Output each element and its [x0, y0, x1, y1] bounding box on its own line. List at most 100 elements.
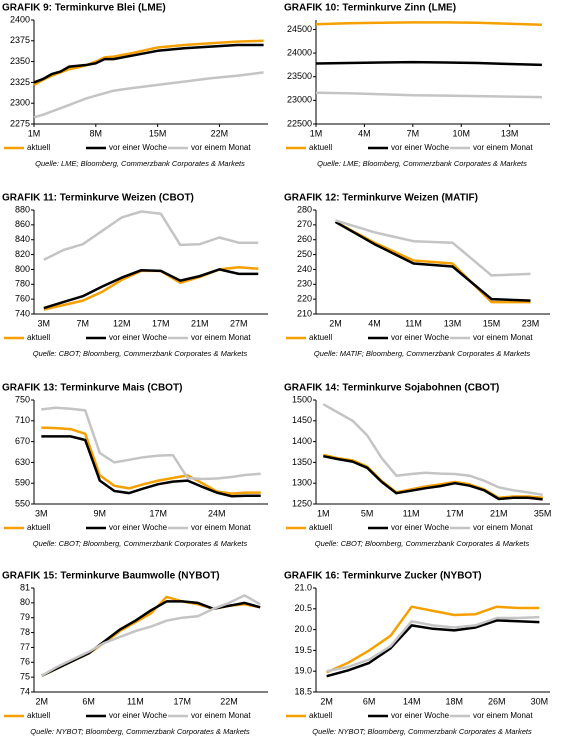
series-line: [335, 219, 531, 277]
x-tick-label: 17M: [446, 508, 464, 518]
y-tick-label: 2300: [10, 98, 30, 108]
x-tick-label: 23M: [522, 318, 540, 328]
y-tick-label: 2275: [10, 118, 30, 128]
y-tick-label: 780: [15, 279, 30, 289]
series-line: [41, 600, 261, 677]
x-tick-label: 11M: [127, 696, 144, 706]
y-tick-label: 2400: [10, 14, 30, 24]
x-tick-label: 2M: [329, 318, 342, 328]
legend-label: vor einem Monat: [473, 333, 533, 342]
y-tick-label: 740: [15, 308, 30, 318]
y-tick-label: 840: [15, 234, 30, 244]
series-line: [41, 435, 261, 498]
series-line: [41, 426, 261, 495]
series-line: [315, 91, 542, 99]
legend-label: vor einem Monat: [473, 711, 533, 720]
x-tick-label: 14M: [403, 696, 421, 706]
chart-title: GRAFIK 13: Terminkurve Mais (CBOT): [2, 383, 182, 394]
x-tick-label: 12M: [113, 318, 131, 328]
y-tick-label: 860: [15, 219, 30, 229]
y-tick-label: 1300: [292, 478, 312, 488]
y-tick-label: 19.5: [294, 645, 312, 655]
legend-label: vor einem Monat: [191, 333, 251, 342]
y-tick-label: 750: [15, 394, 30, 404]
y-tick-label: 81: [20, 582, 30, 592]
legend-label: vor einer Woche: [391, 711, 450, 720]
series-line: [33, 39, 264, 86]
x-tick-label: 17M: [150, 508, 168, 518]
y-tick-label: 550: [15, 498, 30, 508]
x-tick-label: 13M: [444, 318, 462, 328]
y-tick-label: 2350: [10, 56, 30, 66]
y-tick-label: 2375: [10, 35, 30, 45]
x-tick-label: 6M: [82, 696, 95, 706]
legend-label: aktuell: [309, 523, 332, 532]
chart-title: GRAFIK 12: Terminkurve Weizen (MATIF): [284, 193, 478, 204]
x-tick-label: 3M: [35, 508, 48, 518]
y-tick-label: 760: [15, 294, 30, 304]
series-line: [43, 268, 259, 310]
x-tick-label: 30M: [531, 696, 549, 706]
x-tick-label: 7M: [407, 128, 420, 138]
legend-label: vor einer Woche: [391, 523, 450, 532]
x-tick-label: 7M: [76, 318, 89, 328]
series-line: [326, 615, 540, 673]
source-note: Quelle: LME; Bloomberg, Commerzbank Corp…: [35, 159, 245, 168]
x-tick-label: 4M: [368, 318, 381, 328]
x-tick-label: 15M: [149, 128, 167, 138]
chart-title: GRAFIK 10: Terminkurve Zinn (LME): [284, 3, 456, 14]
legend-label: vor einem Monat: [191, 523, 251, 532]
y-tick-label: 74: [20, 686, 30, 696]
y-tick-label: 21.0: [294, 582, 312, 592]
y-tick-label: 630: [15, 457, 30, 467]
x-tick-label: 6M: [363, 696, 376, 706]
x-tick-label: 11M: [403, 508, 420, 518]
x-tick-label: 1M: [317, 508, 330, 518]
series-line: [43, 210, 259, 261]
chart-title: GRAFIK 11: Terminkurve Weizen (CBOT): [2, 193, 194, 204]
legend-label: vor einem Monat: [473, 523, 533, 532]
y-tick-label: 820: [15, 249, 30, 259]
legend-label: vor einer Woche: [109, 711, 168, 720]
y-tick-label: 75: [20, 672, 30, 682]
series-line: [33, 71, 264, 119]
y-tick-label: 260: [297, 234, 312, 244]
x-tick-label: 1M: [28, 128, 41, 138]
legend-label: vor einem Monat: [473, 143, 533, 152]
y-tick-label: 24500: [287, 24, 312, 34]
legend-label: vor einer Woche: [391, 333, 450, 342]
x-tick-label: 22M: [220, 696, 238, 706]
x-tick-label: 22M: [211, 128, 229, 138]
legend-label: vor einem Monat: [191, 711, 251, 720]
legend-label: vor einer Woche: [109, 523, 168, 532]
y-tick-label: 20.5: [294, 603, 312, 613]
x-tick-label: 18M: [446, 696, 464, 706]
y-tick-label: 210: [297, 308, 312, 318]
series-line: [43, 265, 259, 311]
source-note: Quelle: NYBOT; Bloomberg, Commerzbank Co…: [312, 727, 532, 736]
x-tick-label: 24M: [208, 508, 226, 518]
source-note: Quelle: CBOT; Bloomberg, Commerzbank Cor…: [33, 349, 248, 358]
source-note: Quelle: LME; Bloomberg, Commerzbank Corp…: [317, 159, 527, 168]
source-note: Quelle: NYBOT; Bloomberg, Commerzbank Co…: [30, 727, 250, 736]
x-tick-label: 11M: [405, 318, 422, 328]
legend-label: aktuell: [309, 711, 332, 720]
y-tick-label: 23000: [287, 95, 312, 105]
series-line: [326, 605, 540, 674]
legend-label: vor einer Woche: [109, 143, 168, 152]
x-tick-label: 3M: [37, 318, 50, 328]
y-tick-label: 1400: [292, 436, 312, 446]
x-tick-label: 9M: [94, 508, 107, 518]
x-tick-label: 21M: [490, 508, 508, 518]
legend-label: vor einer Woche: [109, 333, 168, 342]
y-tick-label: 1500: [292, 394, 312, 404]
chart-title: GRAFIK 9: Terminkurve Blei (LME): [2, 3, 166, 14]
chart-title: GRAFIK 15: Terminkurve Baumwolle (NYBOT): [2, 571, 220, 582]
y-tick-label: 220: [297, 294, 312, 304]
y-tick-label: 800: [15, 264, 30, 274]
x-tick-label: 2M: [320, 696, 333, 706]
y-tick-label: 77: [20, 642, 30, 652]
y-tick-label: 880: [15, 204, 30, 214]
legend-label: vor einer Woche: [391, 143, 450, 152]
